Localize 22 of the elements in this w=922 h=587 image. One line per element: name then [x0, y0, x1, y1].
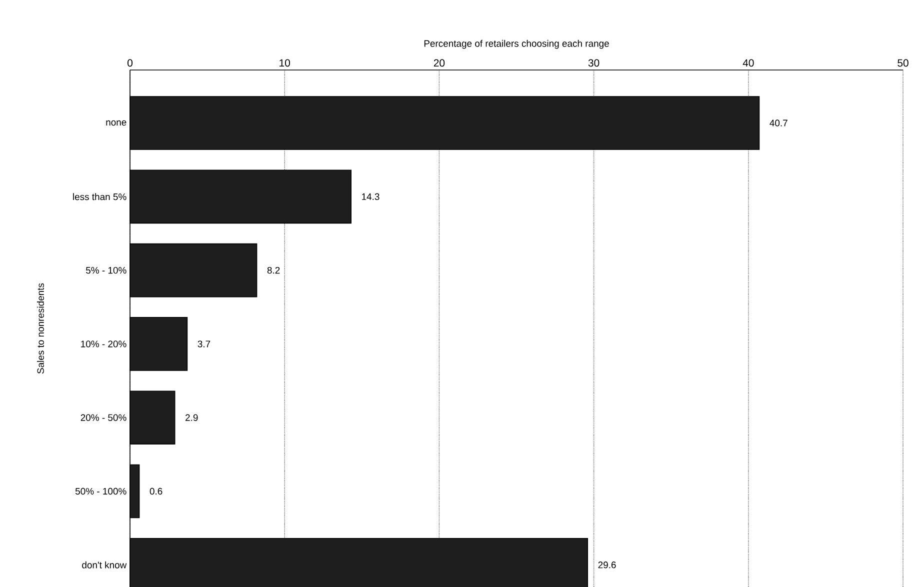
data-label: 29.6 [598, 562, 616, 568]
y-tick-label: don't know [82, 561, 127, 568]
y-tick-label: less than 5% [73, 193, 126, 200]
x-tick-label: 30 [588, 59, 600, 67]
data-label: 2.9 [186, 414, 198, 421]
x-tick-label: 40 [742, 59, 754, 67]
y-tick-label: 20% - 50% [80, 414, 126, 421]
x-tick-label: 0 [128, 59, 133, 67]
y-tick-label: 5% - 10% [86, 266, 126, 274]
y-tick-label: none [106, 120, 126, 126]
data-label: 3.7 [198, 340, 210, 348]
x-tick-label: 20 [434, 59, 445, 67]
data-label: 40.7 [770, 120, 788, 126]
x-tick-label: 50 [898, 59, 908, 67]
data-label: 8.2 [267, 266, 280, 274]
data-label: 0.6 [150, 488, 162, 495]
y-tick-label: 50% - 100% [75, 488, 126, 495]
x-tick-label: 10 [280, 59, 290, 67]
x-axis-title: Percentage of retailers choosing each range [424, 40, 609, 49]
y-axis-title: Sales to nonresidents [37, 283, 44, 374]
y-tick-label: 10% - 20% [81, 340, 126, 348]
data-label: 14.3 [362, 193, 380, 200]
